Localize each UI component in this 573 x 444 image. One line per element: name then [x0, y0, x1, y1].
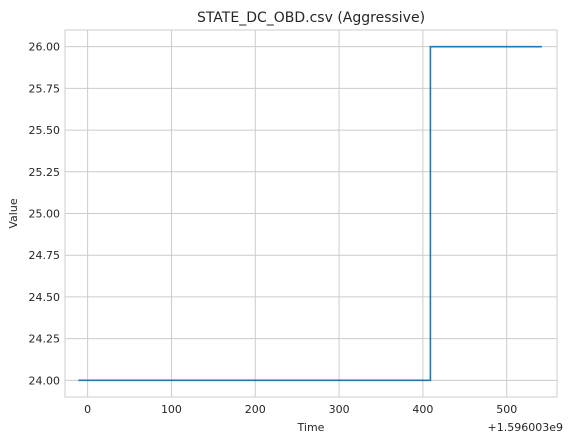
x-tick-label: 300 [329, 403, 350, 416]
y-axis-label: Value [7, 198, 20, 228]
series-line [78, 45, 542, 382]
plot-frame [64, 29, 558, 398]
grid [65, 30, 557, 397]
chart-title: STATE_DC_OBD.csv (Aggressive) [197, 10, 425, 26]
y-tick-label: 24.00 [29, 374, 61, 387]
y-tick-label: 25.75 [29, 82, 61, 95]
y-tick-label: 25.25 [29, 166, 61, 179]
x-tick-label: 100 [161, 403, 182, 416]
y-tick-label: 24.25 [29, 333, 61, 346]
y-tick-label: 25.50 [29, 124, 61, 137]
data-layer [78, 45, 542, 382]
y-tick-labels: 24.00 24.25 24.50 24.75 25.00 25.25 25.50 25.75… [29, 41, 61, 388]
y-tick-label: 25.00 [29, 208, 61, 221]
x-offset-label: +1.596003e9 [488, 421, 563, 434]
y-tick-label: 26.00 [29, 41, 61, 54]
y-tick-label: 24.50 [29, 291, 61, 304]
y-tick-label: 24.75 [29, 249, 61, 262]
x-tick-labels: 0 100 200 300 400 500 [84, 403, 517, 416]
x-axis-label: Time [297, 421, 325, 434]
x-tick-label: 400 [412, 403, 433, 416]
x-tick-label: 0 [84, 403, 91, 416]
x-tick-label: 500 [496, 403, 517, 416]
x-tick-label: 200 [245, 403, 266, 416]
